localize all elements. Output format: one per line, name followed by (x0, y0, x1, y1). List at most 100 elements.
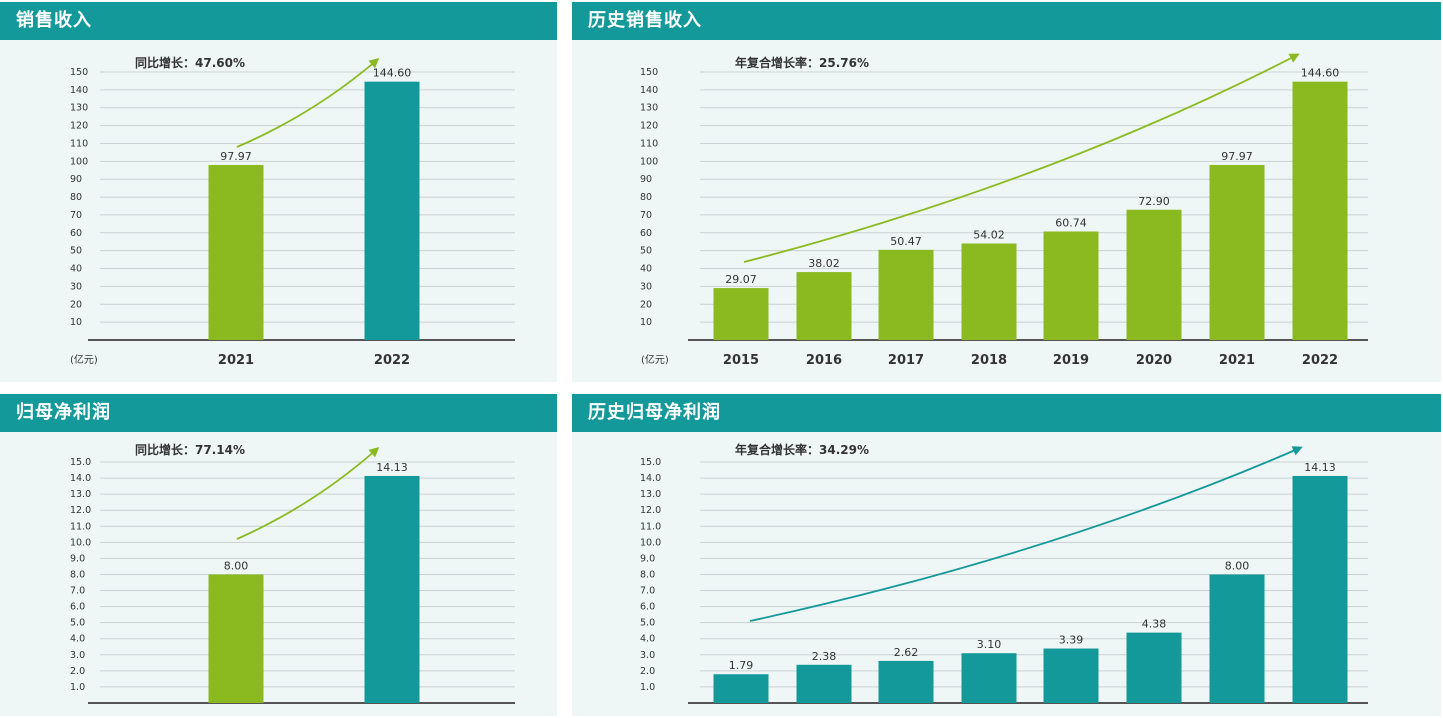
x-tick-label: 2018 (971, 715, 1007, 716)
bar (796, 272, 852, 340)
data-label: 8.00 (1225, 559, 1250, 572)
bar (878, 249, 934, 340)
y-tick-label: 140 (640, 85, 658, 96)
x-tick-label: 2021 (1219, 715, 1255, 716)
y-tick-label: 90 (640, 174, 652, 185)
y-tick-label: 2.0 (640, 666, 655, 677)
y-tick-label: 10.0 (640, 537, 661, 548)
y-tick-label: 80 (70, 192, 82, 203)
y-tick-label: 110 (640, 138, 658, 149)
bar (1292, 81, 1348, 340)
y-tick-label: 10.0 (70, 537, 91, 548)
data-label: 54.02 (973, 228, 1005, 241)
data-label: 60.74 (1055, 216, 1087, 229)
y-tick-label: 10 (640, 317, 652, 328)
y-tick-label: 4.0 (640, 634, 655, 645)
y-tick-label: 20 (640, 299, 652, 310)
trend-arrow (743, 53, 1300, 263)
y-tick-label: 4.0 (70, 634, 85, 645)
y-tick-label: 1.0 (640, 682, 655, 693)
x-tick-label: 2022 (1302, 715, 1338, 716)
y-tick-label: 90 (70, 174, 82, 185)
y-tick-label: 150 (640, 67, 658, 78)
trend-arrow (236, 447, 380, 540)
y-tick-label: 15.0 (70, 457, 91, 468)
x-tick-label: 2016 (806, 353, 842, 368)
y-tick-label: 14.0 (70, 473, 91, 484)
bar (1209, 574, 1265, 703)
y-tick-label: 15.0 (640, 457, 661, 468)
y-tick-label: 140 (70, 85, 88, 96)
x-tick-label: 2022 (374, 353, 410, 368)
bar (1209, 164, 1265, 340)
x-tick-label: 2021 (218, 715, 254, 716)
net-profit-title: 归母净利润 (0, 394, 557, 432)
x-tick-label: 2022 (374, 715, 410, 716)
growth-annotation: 年复合增长率：25.76% (735, 55, 869, 70)
historical-sales-revenue-panel: 历史销售收入 10 20 30 40 50 60 70 80 90 100 110 120 130 140… (572, 2, 1441, 382)
bar (961, 653, 1017, 703)
bar (961, 243, 1017, 340)
y-tick-label: 60 (640, 228, 652, 239)
x-tick-label: 2019 (1053, 715, 1089, 716)
y-tick-label: 13.0 (70, 489, 91, 500)
data-label: 4.38 (1142, 618, 1167, 631)
unit-label: (亿元) (70, 353, 98, 366)
y-tick-label: 30 (70, 281, 82, 292)
y-tick-label: 11.0 (70, 521, 91, 532)
bar (364, 81, 420, 340)
historical-sales-revenue-title: 历史销售收入 (572, 2, 1441, 40)
y-tick-label: 70 (640, 210, 652, 221)
y-tick-label: 8.0 (70, 569, 85, 580)
x-tick-label: 2021 (218, 353, 254, 368)
historical-sales-revenue-chart: 10 20 30 40 50 60 70 80 90 100 110 120 130 140 150 29.0… (640, 53, 1368, 368)
y-tick-label: 1.0 (70, 682, 85, 693)
x-tick-label: 2015 (723, 715, 759, 716)
x-tick-label: 2018 (971, 353, 1007, 368)
y-tick-label: 20 (70, 299, 82, 310)
data-label: 2.38 (812, 650, 837, 663)
data-label: 1.79 (729, 659, 754, 672)
data-label: 50.47 (890, 235, 922, 248)
bar (1126, 632, 1182, 703)
data-label: 14.13 (376, 461, 408, 474)
y-tick-label: 120 (70, 121, 88, 132)
bar (1043, 231, 1099, 340)
data-label: 2.62 (894, 646, 919, 659)
data-label: 97.97 (1221, 150, 1253, 163)
x-tick-label: 2017 (888, 715, 924, 716)
y-tick-label: 100 (640, 156, 658, 167)
x-tick-label: 2015 (723, 353, 759, 368)
unit-label: (亿元) (70, 715, 98, 716)
bar (796, 664, 852, 703)
y-tick-label: 30 (640, 281, 652, 292)
sales-revenue-chart: 10 20 30 40 50 60 70 80 90 100 110 120 130 140 150 97.9… (70, 55, 515, 368)
data-label: 3.10 (977, 638, 1002, 651)
y-tick-label: 40 (640, 264, 652, 275)
y-tick-label: 110 (70, 138, 88, 149)
y-tick-label: 8.0 (640, 569, 655, 580)
historical-net-profit-chart: 1.0 2.0 3.0 4.0 5.0 6.0 7.0 8.0 9.0 10.0 11.0 12.0 1… (640, 442, 1368, 716)
y-tick-label: 7.0 (70, 586, 85, 597)
bar (713, 288, 769, 340)
bar (713, 674, 769, 703)
y-tick-label: 10 (70, 317, 82, 328)
bar (364, 475, 420, 703)
y-tick-label: 50 (640, 246, 652, 257)
y-tick-label: 12.0 (640, 505, 661, 516)
trend-arrow (236, 58, 380, 148)
sales-revenue-title: 销售收入 (0, 2, 557, 40)
y-tick-label: 11.0 (640, 521, 661, 532)
bar (1292, 475, 1348, 703)
data-label: 3.39 (1059, 634, 1084, 647)
y-tick-label: 150 (70, 67, 88, 78)
data-label: 144.60 (373, 67, 412, 80)
x-tick-label: 2016 (806, 715, 842, 716)
x-tick-label: 2021 (1219, 353, 1255, 368)
y-tick-label: 100 (70, 156, 88, 167)
bar (1043, 648, 1099, 703)
y-tick-label: 9.0 (70, 553, 85, 564)
net-profit-chart: 1.0 2.0 3.0 4.0 5.0 6.0 7.0 8.0 9.0 10.0 11.0 12.0 1… (70, 442, 515, 716)
x-tick-label: 2022 (1302, 353, 1338, 368)
growth-annotation: 同比增长：47.60% (135, 55, 245, 70)
